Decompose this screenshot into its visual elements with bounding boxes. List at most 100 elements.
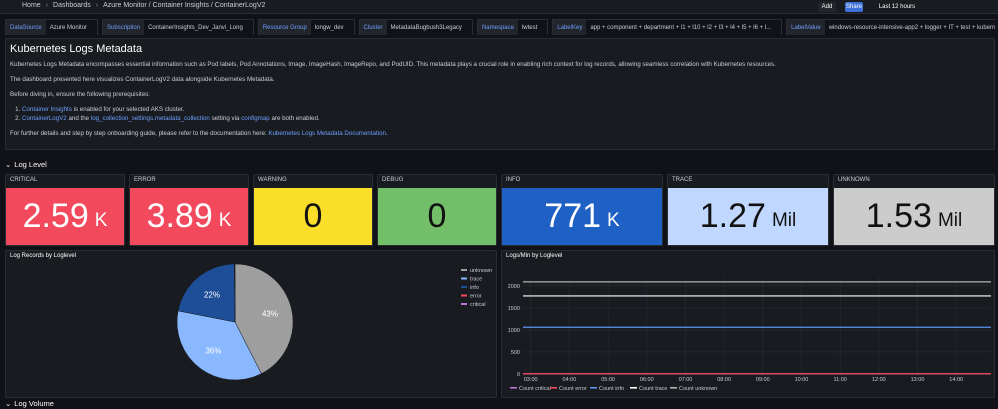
variable-label: Subscription — [103, 20, 145, 35]
variable-label: Cluster — [359, 20, 387, 35]
legend-label: Count trace — [639, 386, 667, 392]
row-header[interactable]: ⌄ Log Level — [5, 160, 305, 170]
list: Container Insights is enabled for your s… — [10, 106, 990, 122]
stat-background: 1.27 Mil — [668, 188, 828, 245]
stat-value: 0 — [303, 197, 323, 235]
panel-title: Logs/Min by Loglevel — [506, 253, 563, 259]
row-title: Log Level — [14, 160, 47, 169]
variable: Namespace lwtest — [476, 19, 549, 35]
legend-label: Count critical — [519, 386, 551, 392]
legend-label: error — [470, 294, 482, 300]
variable-label: Namespace — [477, 20, 518, 35]
top-bar: Home › Dashboards › Azure Monitor / Containe… — [0, 0, 998, 14]
slice-label: 36% — [205, 347, 221, 356]
stat-panel: CRITICAL 2.59 K — [5, 174, 125, 246]
variable-label: LabelValue — [787, 20, 825, 35]
panel-title: Log Records by Loglevel — [10, 253, 77, 259]
legend-swatch — [670, 387, 677, 389]
text: For further details and step by step onb… — [10, 130, 269, 137]
paragraph: Before diving in, ensure the following p… — [10, 91, 990, 98]
stat-unit: K — [607, 209, 620, 231]
stat-background: 2.59 K — [6, 188, 124, 245]
stat-background: 0 — [378, 188, 496, 245]
breadcrumb[interactable]: Azure Monitor / Container Insights / Con… — [103, 2, 266, 9]
legend-swatch — [461, 303, 467, 305]
breadcrumb[interactable]: Dashboards — [53, 2, 91, 9]
variable-label: DataSource — [6, 20, 46, 35]
variable-value[interactable]: Azure Monitor — [45, 20, 98, 35]
text: are both enabled. — [269, 115, 320, 122]
link[interactable]: configmap — [241, 115, 270, 122]
row-header[interactable]: ⌄ Log Volume — [5, 399, 305, 409]
x-tick-label: 14:00 — [949, 377, 963, 383]
link[interactable]: ContainerLogV2 — [22, 115, 67, 122]
legend-label: Count error — [559, 386, 587, 392]
variable: LabelValue windows-resource-intensive-app… — [786, 19, 995, 35]
header-button[interactable]: Last 12 hours — [878, 4, 916, 10]
breadcrumb[interactable]: Home — [22, 2, 41, 9]
stat-value: 1.53 — [865, 197, 932, 235]
breadcrumbs: Home › Dashboards › Azure Monitor / Containe… — [22, 2, 422, 13]
legend-label: info — [470, 285, 479, 291]
stat-title: TRACE — [672, 177, 693, 183]
variable-label: LabelKey — [553, 20, 587, 35]
text: . — [385, 130, 388, 137]
variable-label: Resource Group — [258, 20, 311, 35]
variable-value[interactable]: app + component + department + l1 + l10 … — [586, 20, 782, 35]
legend-swatch — [510, 387, 517, 389]
text: and the — [66, 115, 91, 122]
list-item: ContainerLogV2 and the log_collection_se… — [22, 115, 990, 122]
slice-label: 22% — [204, 290, 220, 299]
header-button[interactable]: Share — [845, 2, 863, 12]
chevron: ⌄ — [5, 160, 12, 169]
legend-label: Count info — [599, 386, 624, 392]
link[interactable]: log_collection_settings.metadata_collect… — [90, 115, 210, 122]
x-tick-label: 07:00 — [679, 377, 693, 383]
stat-title: DEBUG — [382, 177, 404, 183]
variable-value[interactable]: ContainerInsights_Dev_Janvi_Long — [144, 20, 253, 35]
chevron: ⌄ — [5, 399, 12, 408]
variable-value[interactable]: MetadataBugbush3Legacy — [386, 20, 472, 35]
pie-slice — [234, 263, 294, 375]
legend-label: trace — [470, 277, 482, 283]
legend-swatch — [461, 294, 467, 297]
text: Kubernetes Logs Metadata encompasses ess… — [10, 61, 776, 68]
link[interactable]: Kubernetes Logs Metadata Documentation — [268, 130, 386, 137]
variable: LabelKey app + component + department + l… — [552, 19, 783, 35]
stat-value: 1.27 — [699, 197, 766, 235]
timeseries-chart: 0 500 1000 1500 2000 03:00 04:00 05:00 06:00 07:0… — [508, 277, 991, 392]
text: setting via — [209, 115, 242, 122]
pie-chart: 43% 36% 22% unknown trace info error critical — [176, 263, 492, 381]
stat-unit: Mil — [771, 209, 797, 231]
x-tick-label: 11:00 — [833, 377, 846, 383]
x-tick-label: 06:00 — [640, 377, 654, 383]
legend-label: Count unknown — [679, 386, 717, 392]
y-tick-label: 500 — [511, 350, 520, 356]
variable-value[interactable]: longw_dev — [310, 20, 354, 35]
paragraph: For further details and step by step onb… — [10, 130, 990, 137]
stat-value: 0 — [427, 197, 447, 235]
variable-value[interactable]: windows-resource-intensive-app2 + logger… — [824, 20, 995, 35]
stat-background: 3.89 K — [130, 188, 248, 245]
text-title: Kubernetes Logs Metadata — [10, 43, 143, 55]
header-button[interactable]: Add — [818, 2, 836, 12]
legend-swatch — [590, 387, 597, 389]
x-tick-label: 13:00 — [911, 377, 925, 383]
stat-panel: ERROR 3.89 K — [129, 174, 249, 246]
stat-panel: UNKNOWN 1.53 Mil — [833, 174, 995, 246]
stat-background: 1.53 Mil — [834, 188, 994, 245]
stat-title: WARNING — [258, 177, 287, 183]
stat-title: INFO — [506, 177, 521, 183]
legend-label: unknown — [470, 268, 492, 274]
stat-panel: INFO 771 K — [501, 174, 663, 246]
list-item: Container Insights is enabled for your s… — [22, 106, 990, 113]
variable-value[interactable]: lwtest — [517, 20, 548, 35]
stat-panel: TRACE 1.27 Mil — [667, 174, 829, 246]
stat-panel: WARNING 0 — [253, 174, 373, 246]
stat-value: 2.59 — [22, 197, 89, 235]
stat-title: CRITICAL — [10, 177, 38, 183]
legend-swatch — [550, 387, 557, 389]
pie-panel: Log Records by Loglevel 43% 36% 22% unknown t… — [5, 250, 497, 398]
link[interactable]: Container Insights — [22, 106, 72, 113]
